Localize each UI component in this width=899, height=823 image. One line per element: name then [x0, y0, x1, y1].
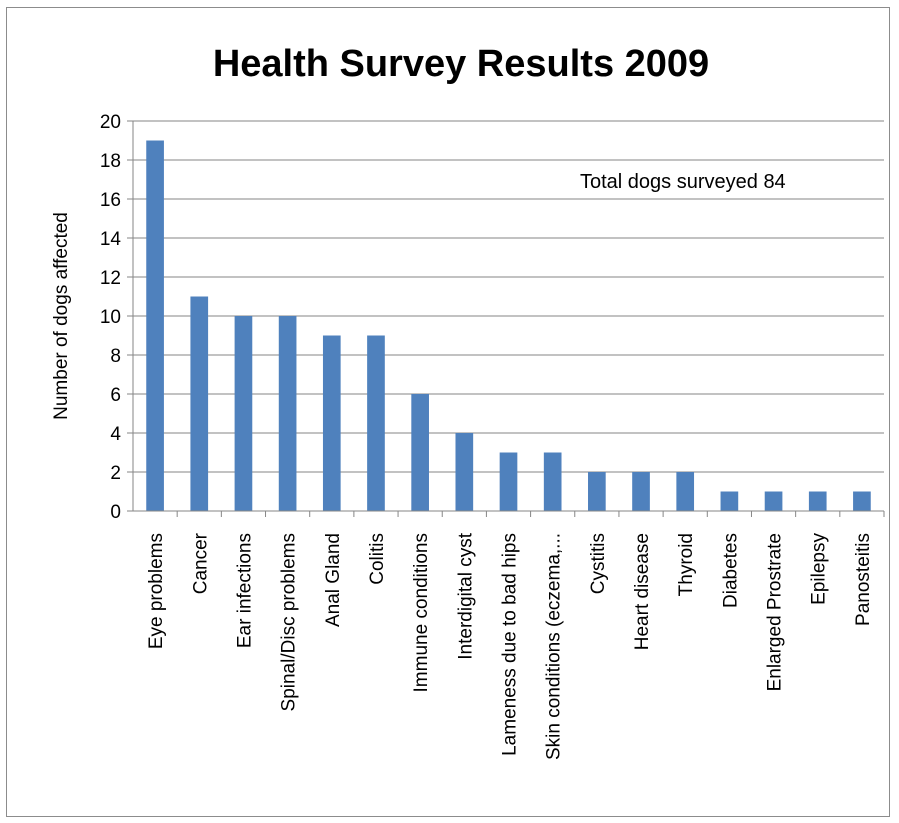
- x-category-label: Lameness due to bad hips: [500, 533, 521, 756]
- y-tick-label: 4: [110, 424, 121, 445]
- bar: [322, 335, 341, 511]
- x-category-label: Epilepsy: [809, 533, 830, 605]
- bar: [720, 491, 739, 511]
- y-tick-label: 18: [100, 151, 121, 172]
- y-tick-label: 14: [100, 229, 122, 250]
- y-tick-label: 20: [100, 112, 121, 133]
- x-category-label: Enlarged Prostrate: [765, 533, 786, 691]
- bar: [234, 316, 253, 511]
- x-category-label: Panosteitis: [853, 533, 874, 626]
- y-tick-label: 8: [110, 346, 121, 367]
- x-category-label: Heart disease: [632, 533, 653, 650]
- bar: [808, 491, 827, 511]
- x-category-label: Cystitis: [588, 533, 609, 594]
- bar: [411, 394, 429, 511]
- y-tick-label: 12: [100, 268, 121, 289]
- chart-title: Health Survey Results 2009: [213, 43, 709, 85]
- x-category-label: Thyroid: [676, 533, 697, 596]
- y-tick-label: 2: [110, 463, 121, 484]
- bar: [676, 472, 695, 511]
- bar: [278, 316, 297, 511]
- x-category-label: Eye problems: [146, 533, 167, 649]
- y-tick-label: 10: [100, 307, 121, 328]
- y-tick-label: 6: [110, 385, 121, 406]
- bar: [146, 140, 164, 511]
- bar: [499, 452, 518, 511]
- bar: [543, 452, 562, 511]
- x-category-label: Diabetes: [720, 533, 741, 608]
- y-tick-label: 0: [110, 502, 121, 523]
- y-axis-label: Number of dogs affected: [51, 212, 72, 420]
- x-axis-labels: Eye problems Cancer Ear infections Spinal/D…: [146, 511, 885, 760]
- x-category-label: Interdigital cyst: [455, 532, 476, 659]
- bar: [588, 472, 606, 511]
- x-category-label: Anal Gland: [323, 533, 344, 627]
- x-category-label: Immune conditions: [411, 533, 432, 692]
- bar: [764, 491, 783, 511]
- bar: [190, 296, 209, 511]
- x-category-label: Cancer: [190, 532, 211, 594]
- x-category-label: Spinal/Disc problems: [279, 533, 300, 711]
- bar: [367, 335, 385, 511]
- bars: [146, 140, 871, 511]
- bar: [455, 433, 474, 511]
- bar: [632, 472, 650, 511]
- bar: [853, 491, 871, 511]
- x-category-label: Colitis: [367, 533, 388, 585]
- total-surveyed-annotation: Total dogs surveyed 84: [580, 171, 786, 193]
- x-category-label: Skin conditions (eczema,...: [544, 533, 565, 760]
- x-category-label: Ear infections: [234, 533, 255, 648]
- y-tick-label: 16: [100, 190, 121, 211]
- y-axis-ticks: 0 2 4 6 8 10 12 14 16 18 20: [100, 112, 133, 523]
